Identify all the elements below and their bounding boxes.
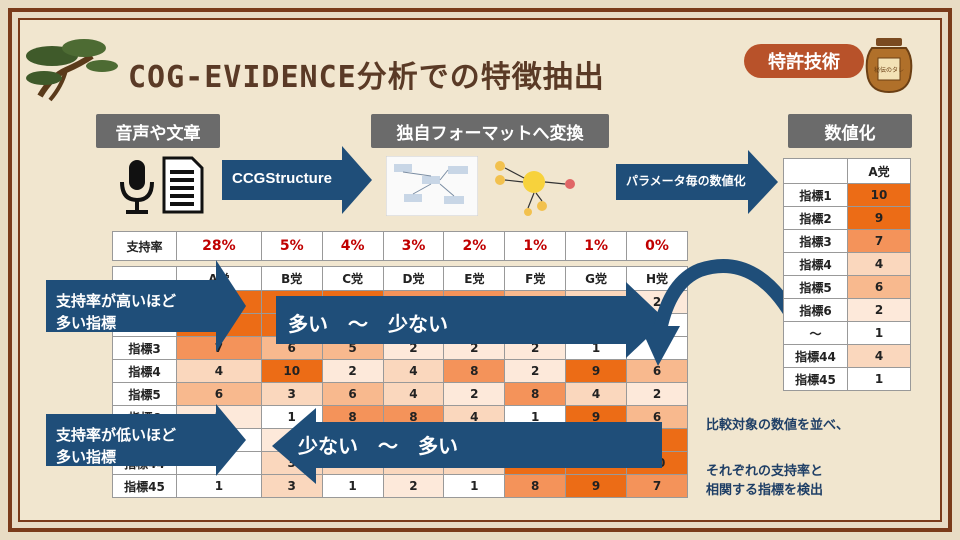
table-cell: 8 [504, 382, 567, 406]
table-row: 指標1 10 [783, 183, 911, 207]
rate-cell: 0% [626, 231, 688, 261]
section-input-label: 音声や文章 [96, 114, 220, 148]
row-label: 指標2 [783, 206, 848, 230]
table-row: 指標5 6 [783, 275, 911, 299]
microphone-icon [120, 160, 154, 214]
idea-network-icon [495, 161, 575, 216]
rate-cell: 28% [176, 231, 262, 261]
row-label: 指標45 [112, 474, 177, 498]
table-cell: 2 [382, 474, 445, 498]
table-cell: 1 [443, 474, 506, 498]
row-label: 指標6 [783, 298, 848, 322]
party-header: F党 [504, 266, 567, 291]
party-header: B党 [260, 266, 323, 291]
corner-cell [783, 158, 848, 184]
high-support-label: 支持率が高いほど 多い指標 [56, 292, 177, 332]
table-cell: 6 [176, 382, 262, 406]
table-cell: 4 [382, 359, 445, 383]
table-cell: 3 [260, 474, 323, 498]
table-cell: 8 [504, 474, 567, 498]
rate-header: 支持率 [112, 231, 177, 261]
table-cell: 4 [382, 382, 445, 406]
table-cell: 10 [847, 183, 911, 207]
table-row: 指標4 4 [783, 252, 911, 276]
parameter-arrow [616, 150, 778, 214]
page-title: COG-EVIDENCE分析での特徴抽出 [128, 60, 605, 95]
table-cell: 3 [260, 382, 323, 406]
table-cell: 2 [504, 359, 567, 383]
sauce-jar-icon: 秘伝のタレ [865, 38, 913, 94]
table-cell: 7 [626, 474, 688, 498]
row-label: 指標4 [783, 252, 848, 276]
row-label: 指標44 [783, 344, 848, 368]
table-cell: 2 [847, 298, 911, 322]
parameter-arrow-label: パラメータ毎の数値化 [626, 174, 746, 188]
structure-diagram-image [386, 156, 478, 216]
rate-cell: 4% [321, 231, 384, 261]
table-cell: 6 [321, 382, 384, 406]
low-support-label: 支持率が低いほど 多い指標 [56, 426, 177, 466]
rate-cell: 5% [260, 231, 323, 261]
table-cell: 1 [176, 474, 262, 498]
high-support-arrow [46, 260, 666, 358]
table-cell: 1 [321, 474, 384, 498]
table-row: 指標4 4 10 2 4 8 2 9 6 [112, 359, 688, 383]
table-cell: 10 [260, 359, 323, 383]
section-numeric-label: 数値化 [788, 114, 912, 148]
curved-arrow [640, 259, 807, 366]
table-cell: 9 [847, 206, 911, 230]
row-label: 指標1 [783, 183, 848, 207]
party-header: C党 [321, 266, 384, 291]
row-label: 指標3 [783, 229, 848, 253]
table-cell: 8 [443, 359, 506, 383]
table-row: 指標2 9 [783, 206, 911, 230]
high-support-text: 多い ～ 少ない [288, 312, 448, 336]
table-row: 指標5 6 3 6 4 2 8 4 2 [112, 382, 688, 406]
table-cell: 7 [847, 229, 911, 253]
cog-structure-logo: CCGStructure [232, 170, 333, 187]
section-format-label: 独自フォーマットへ変換 [371, 114, 609, 148]
table-row: 指標45 1 3 1 2 1 8 9 7 [112, 474, 688, 498]
table-cell: 2 [321, 359, 384, 383]
row-label: 指標5 [783, 275, 848, 299]
party-header: G党 [565, 266, 628, 291]
table-row: 指標45 1 [783, 367, 911, 391]
row-label: 指標4 [112, 359, 177, 383]
low-support-arrow [46, 404, 662, 484]
table-cell: 4 [565, 382, 628, 406]
table-cell: 2 [443, 382, 506, 406]
table-row: 指標3 7 [783, 229, 911, 253]
jar-label: 秘伝のタレ [874, 66, 904, 74]
note-line-2: それぞれの支持率と [706, 464, 824, 479]
table-cell: 1 [847, 321, 911, 345]
table-row: 指標44 4 [783, 344, 911, 368]
row-label: ～ [783, 321, 848, 345]
table-row: 指標6 2 [783, 298, 911, 322]
document-icon [162, 156, 204, 214]
table-cell: 4 [847, 344, 911, 368]
table-cell: 4 [847, 252, 911, 276]
rate-cell: 1% [504, 231, 567, 261]
rate-cell: 3% [382, 231, 445, 261]
note-line-3: 相関する指標を検出 [706, 483, 824, 498]
note-line-1: 比較対象の数値を並べ、 [706, 418, 850, 433]
row-label: 指標5 [112, 382, 177, 406]
party-header: A党 [847, 158, 911, 184]
table-cell: 9 [565, 359, 628, 383]
rate-cell: 1% [565, 231, 628, 261]
cog-structure-arrow [222, 146, 372, 214]
low-support-text: 少ない ～ 多い [298, 434, 458, 458]
row-label: 指標45 [783, 367, 848, 391]
rate-cell: 2% [443, 231, 506, 261]
table-cell: 2 [626, 382, 688, 406]
right-table: A党 指標1 10 指標2 9 指標3 7 指標4 4 指標5 6 指標6 2 ～ 1 指標44 4 指標45 1 [783, 158, 911, 391]
table-cell: 4 [176, 359, 262, 383]
rate-row: 支持率 28% 5% 4% 3% 2% 1% 1% 0% [112, 231, 688, 261]
pine-tree-icon [26, 39, 118, 102]
patent-badge: 特許技術 [744, 44, 864, 78]
table-cell: 6 [847, 275, 911, 299]
table-cell: 1 [847, 367, 911, 391]
table-row: ～ 1 [783, 321, 911, 345]
